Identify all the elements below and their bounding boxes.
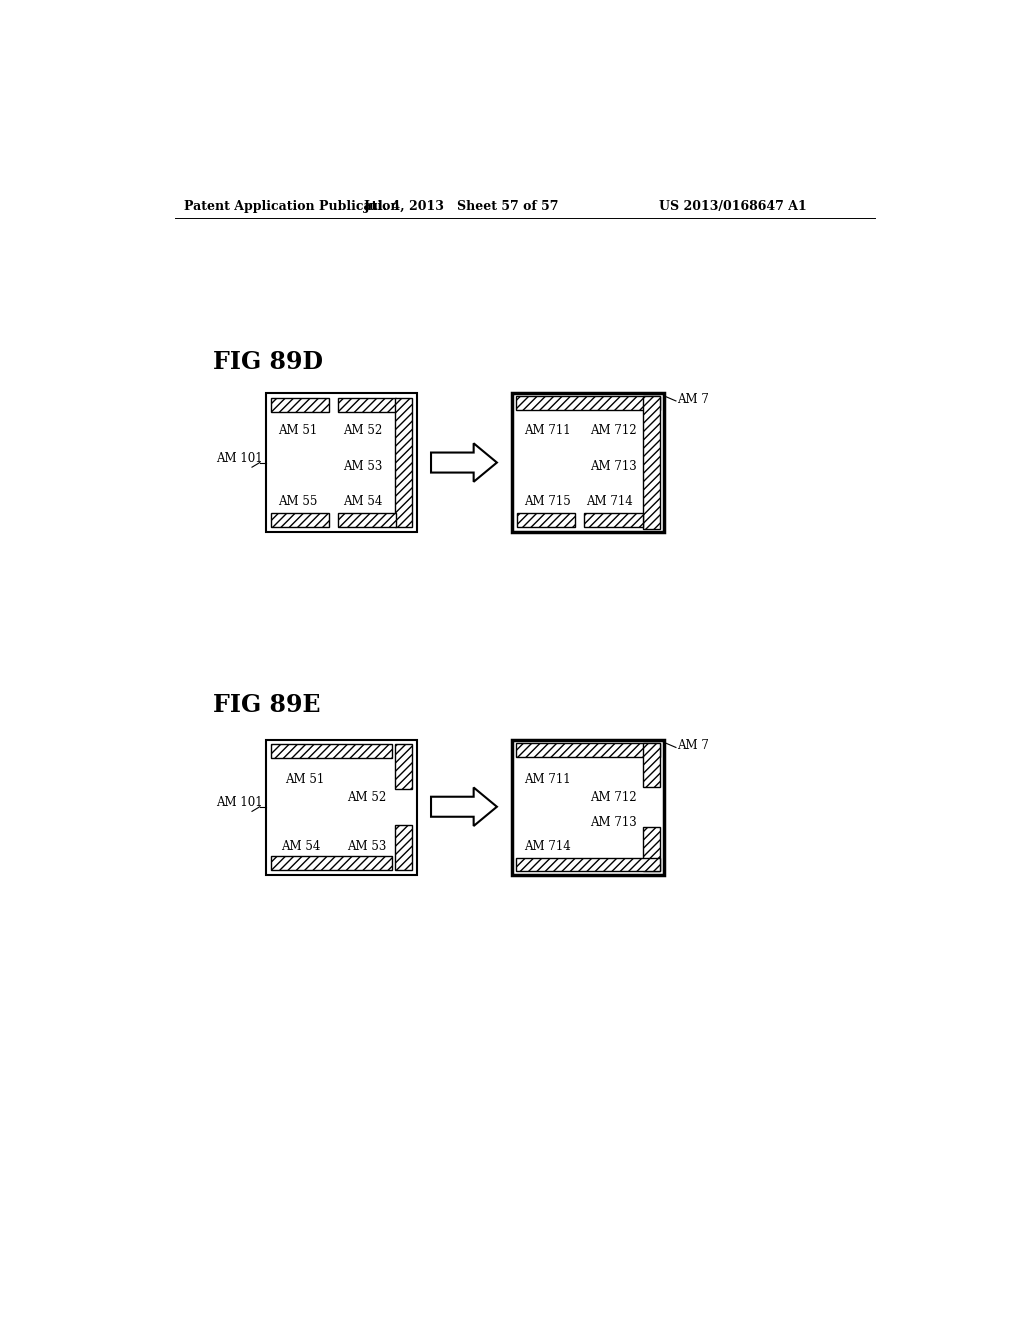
Text: AM 101: AM 101 (216, 796, 262, 809)
Bar (395, 397, 413, 527)
Text: AM 54: AM 54 (343, 495, 383, 508)
Text: AM 53: AM 53 (343, 459, 383, 473)
Text: AM 714: AM 714 (586, 495, 633, 508)
Text: Patent Application Publication: Patent Application Publication (183, 199, 399, 213)
Text: AM 52: AM 52 (347, 791, 387, 804)
Text: AM 711: AM 711 (524, 774, 570, 787)
Bar (266, 739, 417, 875)
Text: AM 51: AM 51 (286, 774, 325, 787)
Bar (517, 513, 575, 527)
Text: FIG 89E: FIG 89E (213, 693, 321, 717)
Text: AM 713: AM 713 (590, 459, 637, 473)
Text: AM 712: AM 712 (590, 791, 637, 804)
Text: AM 52: AM 52 (343, 424, 383, 437)
Bar (395, 825, 413, 870)
Bar (270, 857, 392, 870)
Text: AM 715: AM 715 (524, 495, 570, 508)
Bar (512, 739, 664, 875)
Text: AM 55: AM 55 (278, 495, 317, 508)
Bar (515, 743, 660, 756)
Text: AM 712: AM 712 (590, 424, 637, 437)
Polygon shape (431, 444, 497, 482)
Text: AM 101: AM 101 (216, 453, 262, 465)
Bar (643, 826, 660, 871)
Bar (512, 393, 664, 532)
Text: AM 51: AM 51 (278, 424, 316, 437)
Text: Jul. 4, 2013   Sheet 57 of 57: Jul. 4, 2013 Sheet 57 of 57 (364, 199, 559, 213)
Bar (338, 397, 396, 412)
Text: AM 714: AM 714 (524, 840, 570, 853)
Text: AM 53: AM 53 (347, 840, 387, 853)
Text: AM 711: AM 711 (524, 424, 570, 437)
Bar (515, 858, 660, 871)
Bar (338, 513, 396, 527)
Text: FIG 89D: FIG 89D (213, 350, 324, 375)
Bar (270, 397, 329, 412)
Text: AM 713: AM 713 (590, 816, 637, 829)
Bar (270, 513, 329, 527)
Bar (585, 513, 643, 527)
Bar (515, 396, 660, 411)
Bar (266, 393, 417, 532)
Bar (643, 743, 660, 788)
Text: US 2013/0168647 A1: US 2013/0168647 A1 (658, 199, 807, 213)
Bar (643, 396, 660, 529)
Bar (270, 744, 392, 758)
Text: AM 7: AM 7 (678, 739, 710, 752)
Bar (395, 744, 413, 789)
Text: AM 54: AM 54 (282, 840, 321, 853)
Text: AM 7: AM 7 (678, 393, 710, 407)
Polygon shape (431, 788, 497, 826)
